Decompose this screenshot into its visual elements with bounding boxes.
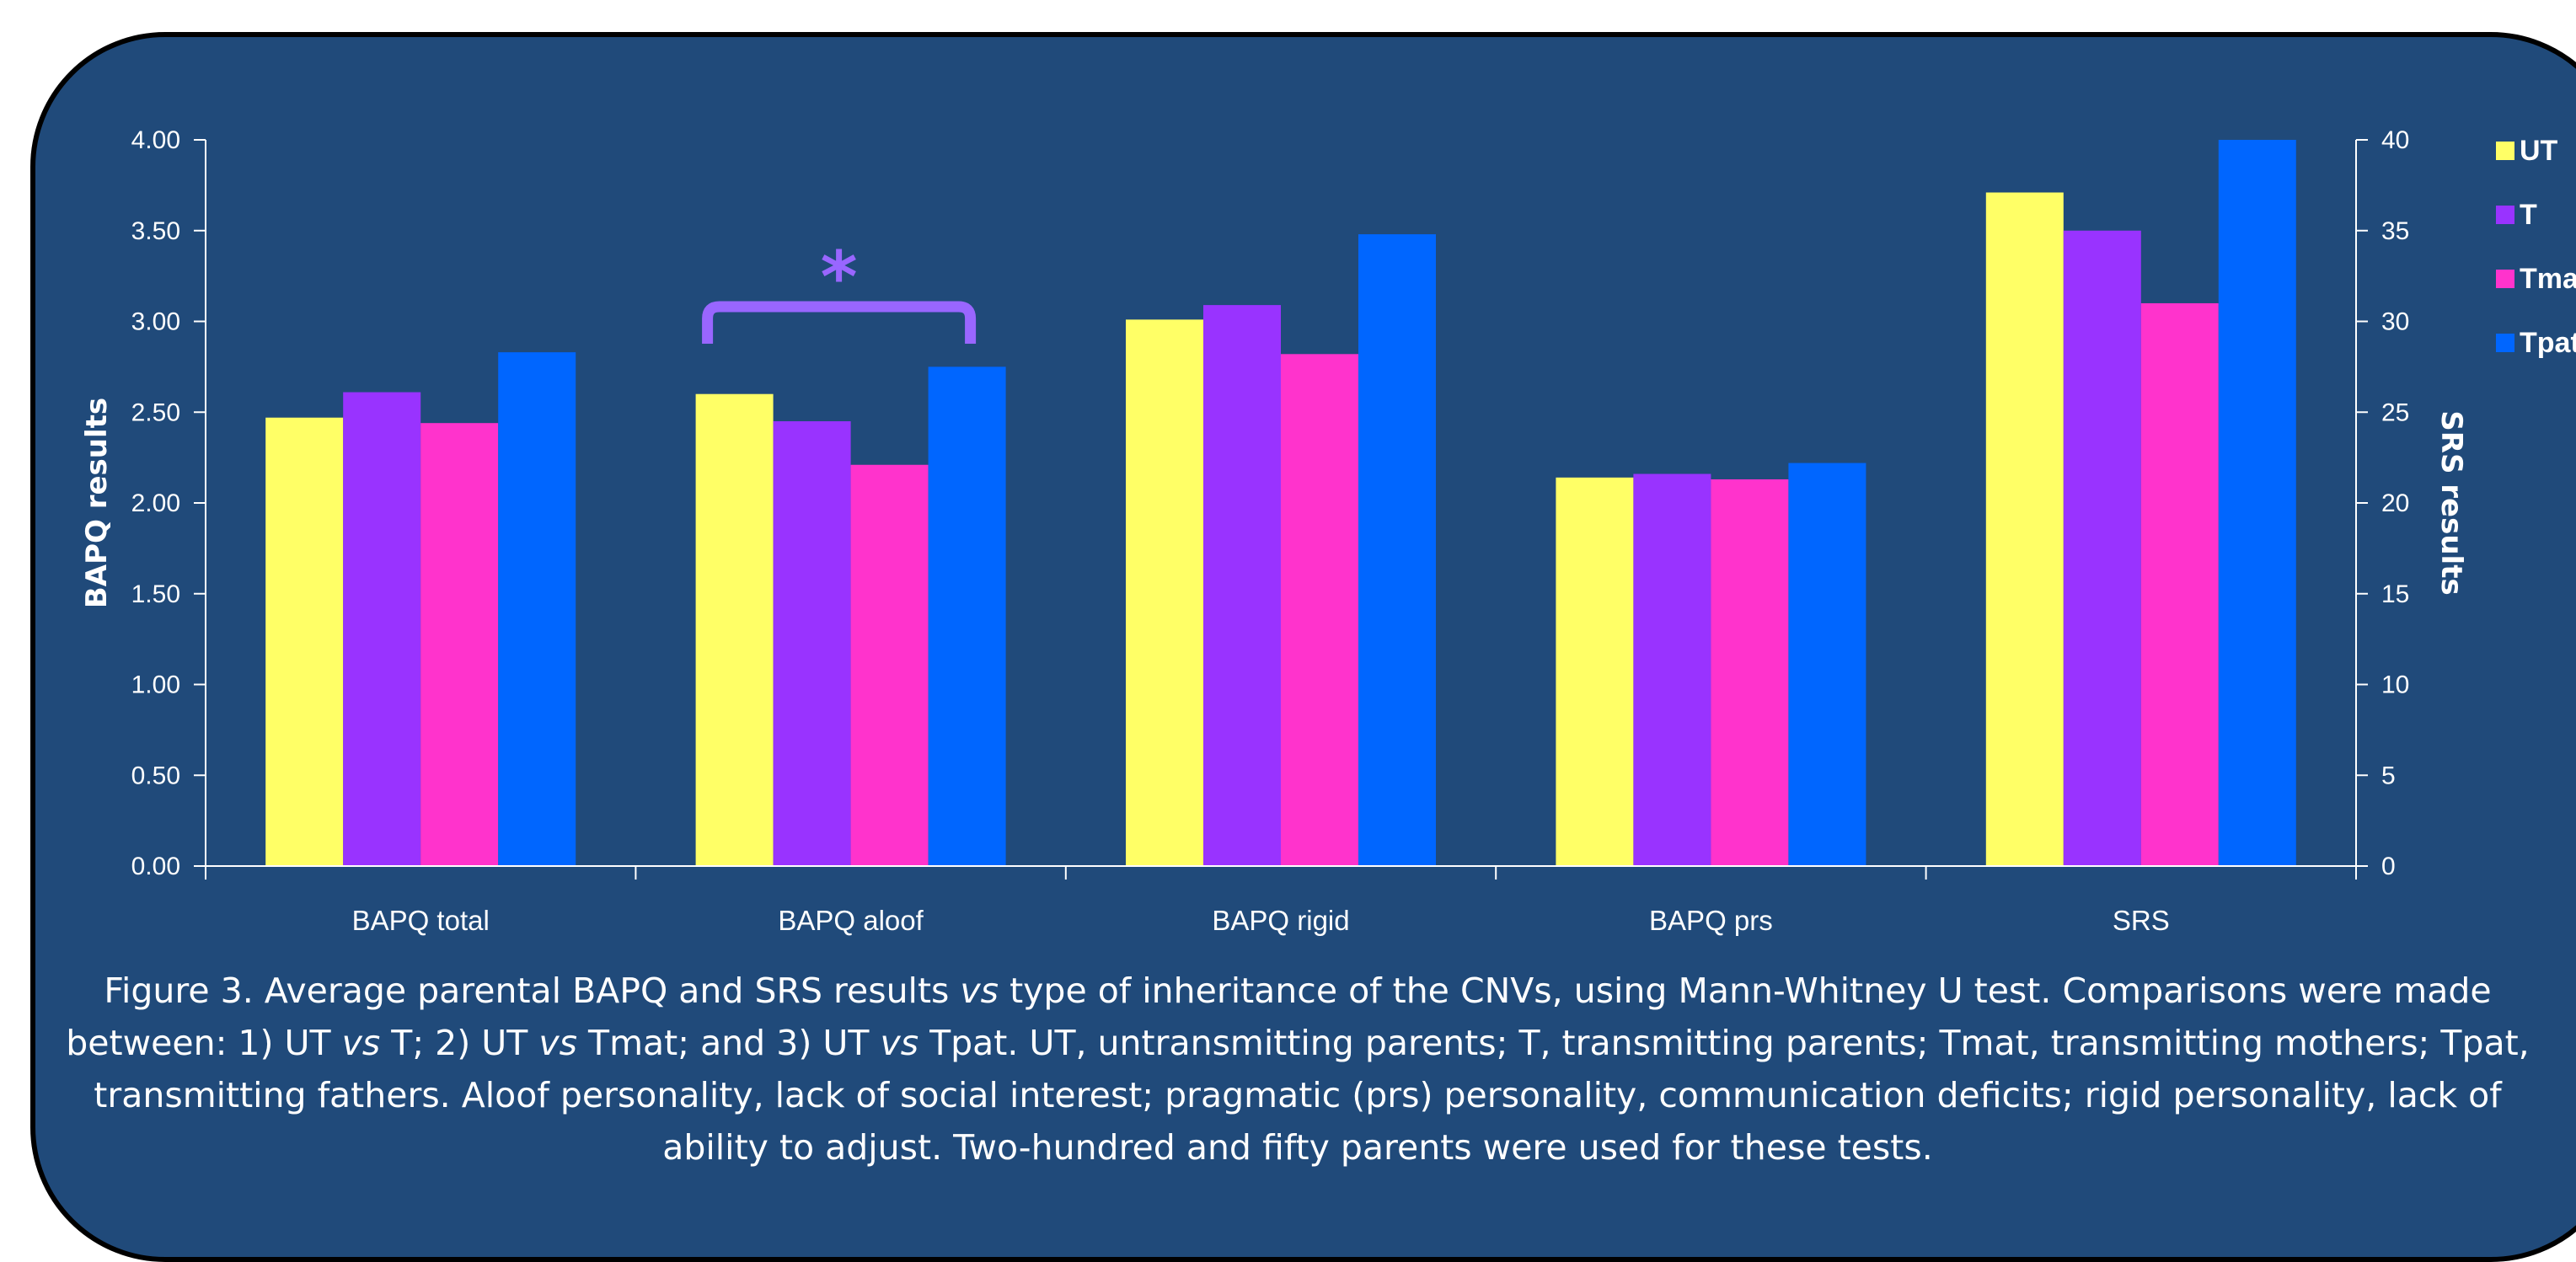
legend-label-t: T xyxy=(2520,199,2537,231)
significance-bracket xyxy=(702,301,977,344)
bar-tpat-bapq-total xyxy=(498,352,576,866)
significance-annotation: * xyxy=(702,236,977,344)
legend-swatch-tmat xyxy=(2496,270,2514,288)
caption-vs: vs xyxy=(960,971,999,1011)
legend-label-tmat: Tmat xyxy=(2520,263,2576,295)
caption-text: Figure 3. Average parental BAPQ and SRS … xyxy=(104,971,961,1011)
caption-vs: vs xyxy=(341,1023,381,1063)
legend-swatch-ut xyxy=(2496,142,2514,160)
legend-swatch-t xyxy=(2496,206,2514,224)
caption-vs: vs xyxy=(880,1023,919,1063)
y-right-tick-label: 20 xyxy=(2381,489,2409,517)
y-left-tick-label: 2.50 xyxy=(131,398,180,426)
y-right-tick-label: 0 xyxy=(2381,853,2396,880)
legend-label-tpat: Tpat xyxy=(2520,327,2576,359)
bar-t-bapq-prs xyxy=(1633,473,1711,866)
y-left-tick-label: 3.50 xyxy=(131,217,180,245)
bar-t-bapq-total xyxy=(343,392,421,866)
bar-t-srs xyxy=(2063,230,2141,866)
caption-text: type of inheritance of the CNVs, using M… xyxy=(66,971,2492,1063)
bar-t-bapq-rigid xyxy=(1203,305,1281,867)
x-tick-label: BAPQ total xyxy=(352,905,490,936)
y-right-tick-label: 25 xyxy=(2381,398,2409,426)
y-right-tick-label: 35 xyxy=(2381,217,2409,245)
y-right-tick-label: 40 xyxy=(2381,126,2409,154)
significance-asterisk: * xyxy=(821,236,858,318)
y-left-axis-title: BAPQ results xyxy=(80,398,114,608)
legend: UT T Tmat Tpat xyxy=(2496,135,2576,359)
y-right-axis-title: SRS results xyxy=(2434,410,2468,595)
caption-text: Tpat. UT, untransmitting parents; T, tra… xyxy=(94,1023,2530,1168)
caption-text: Tmat; and 3) UT xyxy=(577,1023,881,1063)
figure-caption: Figure 3. Average parental BAPQ and SRS … xyxy=(51,965,2545,1174)
y-left-tick-label: 0.00 xyxy=(131,853,180,880)
y-left-tick-label: 1.50 xyxy=(131,580,180,608)
bar-tmat-srs xyxy=(2140,302,2219,866)
x-tick-label: BAPQ aloof xyxy=(778,905,924,936)
y-right-tick-label: 5 xyxy=(2381,762,2396,789)
labels-group: BAPQ total BAPQ aloof BAPQ rigid BAPQ prs SR… xyxy=(80,126,2468,936)
bar-t-bapq-aloof xyxy=(773,421,851,866)
x-tick-label: BAPQ prs xyxy=(1649,905,1773,936)
caption-text: T; 2) UT xyxy=(380,1023,539,1063)
bar-tpat-bapq-aloof xyxy=(928,366,1006,866)
y-left-tick-label: 2.00 xyxy=(131,489,180,517)
bar-tmat-bapq-rigid xyxy=(1281,354,1358,866)
y-left-tick-label: 0.50 xyxy=(131,762,180,789)
y-right-tick-label: 30 xyxy=(2381,308,2409,336)
bar-chart: BAPQ total BAPQ aloof BAPQ rigid BAPQ prs SR… xyxy=(80,126,2576,936)
x-tick-label: SRS xyxy=(2113,905,2170,936)
bar-tpat-bapq-rigid xyxy=(1358,234,1436,866)
y-left-tick-label: 3.00 xyxy=(131,308,180,336)
legend-label-ut: UT xyxy=(2520,135,2558,167)
y-left-tick-label: 4.00 xyxy=(131,126,180,154)
bar-ut-bapq-prs xyxy=(1556,477,1634,866)
bar-tpat-srs xyxy=(2218,140,2296,866)
y-right-tick-label: 15 xyxy=(2381,580,2409,608)
legend-swatch-tpat xyxy=(2496,334,2514,352)
bar-ut-bapq-rigid xyxy=(1126,319,1203,867)
bar-tmat-bapq-prs xyxy=(1711,479,1789,866)
axes-group xyxy=(194,139,2368,880)
bar-tmat-bapq-aloof xyxy=(850,464,929,866)
bar-ut-bapq-total xyxy=(265,417,344,867)
bar-tpat-bapq-prs xyxy=(1788,463,1866,866)
caption-vs: vs xyxy=(538,1023,577,1063)
bar-ut-bapq-aloof xyxy=(695,393,774,866)
y-left-tick-label: 1.00 xyxy=(131,671,180,699)
x-tick-label: BAPQ rigid xyxy=(1212,905,1349,936)
bar-tmat-bapq-total xyxy=(420,423,499,866)
y-right-tick-label: 10 xyxy=(2381,671,2409,699)
bars-group xyxy=(265,140,2296,867)
bar-ut-srs xyxy=(1985,192,2064,866)
